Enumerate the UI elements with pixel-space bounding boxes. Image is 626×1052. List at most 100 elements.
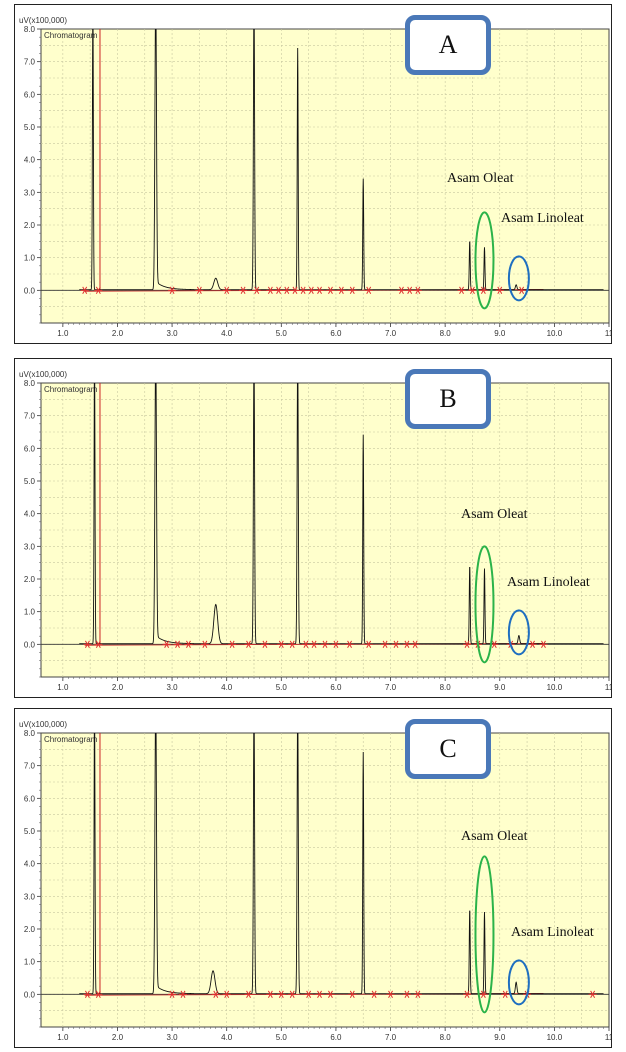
x-tick-label: 9.0: [494, 683, 506, 692]
integration-marker-stroke: [459, 286, 464, 295]
chromatogram-plot-c: 1.0 2.0 3.0 4.0 5.0 6.0 7.0 8.0 9.0 10.0 11 0.0 1.0 2…: [19, 720, 611, 1042]
integration-marker: [381, 640, 390, 649]
integration-marker: [397, 286, 406, 295]
x-tick-label: 7.0: [385, 329, 397, 338]
plot-title: Chromatogram: [44, 385, 98, 394]
y-tick-label: 3.0: [24, 542, 36, 551]
y-tick-label: 1.0: [24, 608, 36, 617]
annotation-asam-linoleat: Asam Linoleat: [507, 575, 590, 590]
integration-marker-stroke: [213, 990, 219, 999]
y-tick-label: 8.0: [24, 25, 36, 34]
integration-marker-stroke: [95, 286, 101, 295]
x-tick-label: 4.0: [221, 329, 233, 338]
chromatogram-plot-a: 1.0 2.0 3.0 4.0 5.0 6.0 7.0 8.0 9.0 10.0 11 0.0 1.0 2…: [19, 16, 611, 338]
x-tick-label: 11: [605, 683, 611, 692]
integration-marker-stroke: [349, 286, 355, 295]
panel-label-box: B: [405, 369, 491, 429]
chromatogram-panel-a: 1.0 2.0 3.0 4.0 5.0 6.0 7.0 8.0 9.0 10.0 11 0.0 1.0 2…: [14, 4, 612, 344]
integration-marker: [345, 640, 354, 649]
annotation-asam-oleat: Asam Oleat: [447, 171, 514, 186]
y-tick-label: 1.0: [24, 958, 36, 967]
panel-label-box: A: [405, 15, 491, 75]
integration-marker-stroke: [347, 640, 353, 649]
y-tick-label: 1.0: [24, 254, 36, 263]
annotation-asam-oleat: Asam Oleat: [461, 507, 528, 522]
integration-marker-stroke: [502, 990, 508, 999]
integration-marker: [222, 286, 231, 295]
integration-marker: [266, 286, 275, 295]
ellipse-asam-oleat: [474, 855, 495, 1014]
integration-marker-stroke: [229, 640, 235, 649]
integration-marker: [162, 640, 171, 649]
y-unit-label: uV(x100,000): [19, 370, 67, 379]
integration-marker: [83, 640, 92, 649]
chromatogram-trace: [79, 733, 604, 995]
integration-marker-stroke: [95, 640, 101, 649]
integration-marker-stroke: [169, 286, 175, 295]
x-tick-label: 11: [605, 329, 611, 338]
y-tick-label: 3.0: [24, 892, 36, 901]
integration-marker-stroke: [95, 990, 101, 999]
integration-marker-stroke: [267, 990, 273, 999]
x-tick-label: 10.0: [547, 1033, 563, 1042]
integration-marker: [307, 286, 316, 295]
integration-marker-stroke: [289, 990, 295, 999]
integration-marker: [260, 640, 269, 649]
x-tick-label: 6.0: [330, 329, 342, 338]
integration-marker-stroke: [278, 640, 284, 649]
integration-marker-stroke: [480, 286, 486, 295]
integration-marker-stroke: [186, 640, 191, 649]
chromatogram-trace: [79, 383, 604, 645]
integration-marker: [392, 640, 400, 649]
integration-marker: [94, 990, 103, 999]
integration-marker-stroke: [388, 990, 393, 999]
integration-marker-stroke: [246, 990, 251, 999]
integration-marker-stroke: [464, 990, 470, 999]
x-tick-label: 2.0: [112, 1033, 124, 1042]
integration-marker: [195, 286, 204, 295]
integration-marker-stroke: [491, 640, 497, 649]
integration-marker-stroke: [240, 286, 246, 295]
integration-marker: [413, 990, 422, 999]
x-tick-label: 9.0: [494, 329, 506, 338]
integration-marker-stroke: [311, 640, 317, 649]
integration-marker: [539, 640, 548, 649]
integration-marker-stroke: [404, 990, 410, 999]
integration-marker-stroke: [175, 640, 180, 649]
integration-marker-stroke: [196, 286, 202, 295]
integration-marker-stroke: [328, 286, 333, 295]
y-tick-label: 5.0: [24, 123, 36, 132]
y-tick-label: 2.0: [24, 925, 36, 934]
integration-marker-stroke: [371, 990, 377, 999]
x-tick-label: 10.0: [547, 683, 563, 692]
integration-marker: [402, 990, 411, 999]
x-tick-label: 1.0: [57, 683, 69, 692]
integration-marker-stroke: [366, 286, 372, 295]
integration-marker: [239, 286, 248, 295]
integration-marker: [304, 990, 313, 999]
integration-marker: [315, 990, 324, 999]
integration-marker: [266, 990, 275, 999]
integration-marker: [495, 286, 504, 295]
x-tick-label: 10.0: [547, 329, 563, 338]
integration-marker-stroke: [292, 286, 298, 295]
integration-marker: [402, 640, 411, 649]
y-tick-label: 2.0: [24, 221, 36, 230]
integration-marker: [252, 286, 261, 295]
panel-label-box: C: [405, 719, 491, 779]
integration-marker-stroke: [254, 286, 260, 295]
integration-marker-stroke: [289, 640, 295, 649]
y-tick-label: 6.0: [24, 444, 36, 453]
y-tick-label: 2.0: [24, 575, 36, 584]
integration-marker-stroke: [317, 990, 322, 999]
y-tick-label: 3.0: [24, 188, 36, 197]
integration-marker-stroke: [530, 640, 535, 649]
integration-marker-stroke: [317, 286, 322, 295]
integration-marker: [370, 990, 379, 999]
x-tick-label: 1.0: [57, 329, 69, 338]
integration-marker: [173, 640, 182, 649]
x-tick-label: 6.0: [330, 683, 342, 692]
integration-marker: [364, 286, 373, 295]
integration-marker: [588, 990, 597, 999]
integration-marker: [299, 286, 308, 295]
